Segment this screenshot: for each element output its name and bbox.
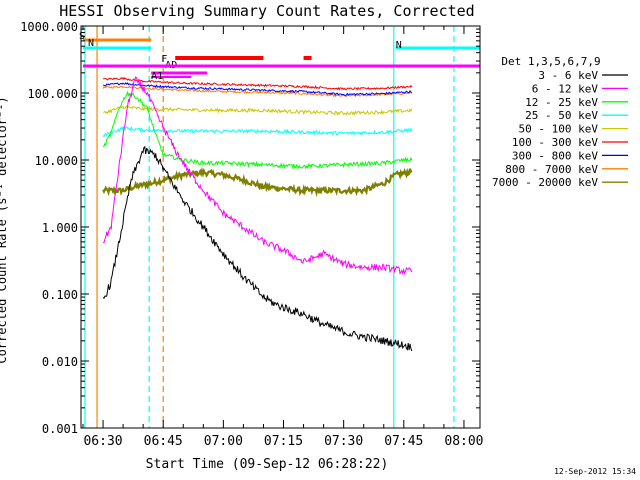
legend-label-5: 100 - 300 keV xyxy=(512,136,598,149)
series-line-0 xyxy=(102,145,413,352)
flag-label-2: N xyxy=(396,40,402,51)
flag-label-6: A1 xyxy=(151,71,163,82)
y-tick-label-5: 100.000 xyxy=(27,87,78,101)
chart-title: HESSI Observing Summary Count Rates, Cor… xyxy=(59,2,474,20)
legend-label-3: 25 - 50 keV xyxy=(525,109,598,122)
y-tick-label-6: 1000.000 xyxy=(20,20,78,34)
legend-label-4: 50 - 100 keV xyxy=(519,123,599,136)
y-tick-label-1: 0.010 xyxy=(42,355,78,369)
flag-label-1: N xyxy=(88,38,94,49)
series-line-2 xyxy=(102,90,413,170)
x-tick-label-5: 07:45 xyxy=(384,434,423,449)
y-axis-label: Corrected Count Rate (s⁻¹ detector⁻¹) xyxy=(0,96,9,363)
legend-label-8: 7000 - 20000 keV xyxy=(492,176,598,189)
plot-area: SNNFADA10.0010.0100.1001.00010.000100.00… xyxy=(20,20,483,449)
legend-label-7: 800 - 7000 keV xyxy=(505,163,598,176)
series-line-6 xyxy=(102,82,413,96)
y-tick-label-2: 0.100 xyxy=(42,288,78,302)
series-line-7 xyxy=(102,85,413,98)
x-tick-label-2: 07:00 xyxy=(204,434,243,449)
series-line-3 xyxy=(102,125,413,138)
flag-label-3: F xyxy=(161,54,167,65)
legend-title: Det 1,3,5,6,7,9 xyxy=(501,55,600,68)
x-tick-label-0: 06:30 xyxy=(83,434,122,449)
series-line-8 xyxy=(102,166,413,197)
legend-label-2: 12 - 25 keV xyxy=(525,96,598,109)
legend-label-1: 6 - 12 keV xyxy=(532,82,599,95)
legend-label-0: 3 - 6 keV xyxy=(538,69,598,82)
y-tick-label-4: 10.000 xyxy=(35,154,78,168)
series-line-1 xyxy=(103,76,413,276)
y-tick-label-0: 0.001 xyxy=(42,422,78,436)
x-tick-label-1: 06:45 xyxy=(144,434,183,449)
series-line-5 xyxy=(102,76,413,91)
x-tick-label-3: 07:15 xyxy=(264,434,303,449)
x-axis-label: Start Time (09-Sep-12 06:28:22) xyxy=(146,457,389,472)
legend-label-6: 300 - 800 keV xyxy=(512,149,598,162)
y-tick-label-3: 1.000 xyxy=(42,221,78,235)
x-tick-label-4: 07:30 xyxy=(324,434,363,449)
x-tick-label-6: 08:00 xyxy=(444,434,483,449)
footer-timestamp: 12-Sep-2012 15:34 xyxy=(554,467,636,476)
